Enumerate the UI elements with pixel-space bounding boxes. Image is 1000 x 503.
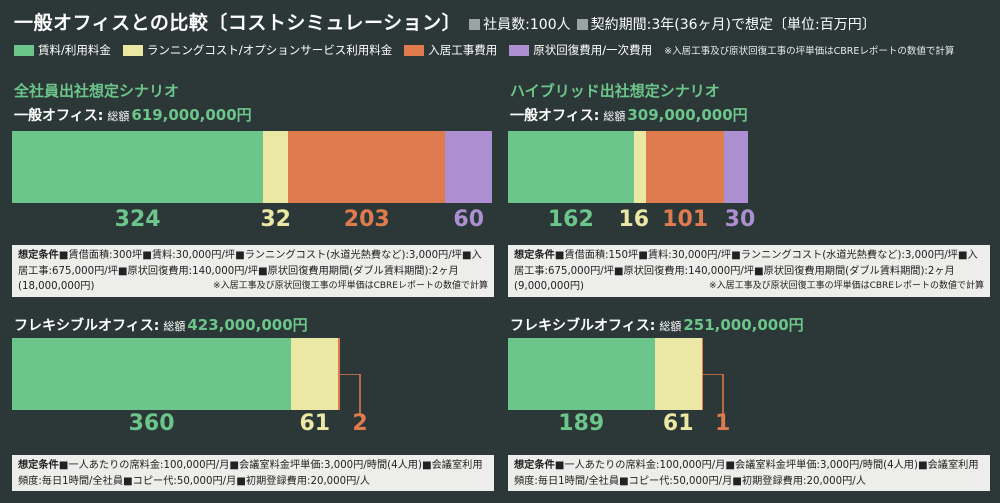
value-label-restoration: 60 xyxy=(453,207,485,232)
scenario-title-hybrid: ハイブリッド出社想定シナリオ xyxy=(510,82,720,100)
header: 一般オフィスとの比較〔コストシミュレーション〕 社員数:100人 契約期間:3年… xyxy=(14,8,876,35)
segment-construction xyxy=(338,338,340,410)
legend-item-rent: 賃料/利用料金 xyxy=(14,42,111,58)
bar-value-labels: 189 61 1 xyxy=(508,411,988,445)
segment-rent xyxy=(12,131,264,203)
stacked-bar-general-full xyxy=(12,131,492,203)
legend-swatch xyxy=(509,44,530,56)
segment-running xyxy=(633,131,647,203)
segment-rent xyxy=(508,131,634,203)
bar-value-labels: 162 16 101 30 xyxy=(508,207,755,237)
stacked-bar-general-hybrid xyxy=(508,131,748,203)
segment-construction xyxy=(701,338,703,410)
condition-box-flex-full: 想定条件■一人あたりの席料金:100,000円/月■会議室料金坪単価:3,000… xyxy=(12,455,494,491)
segment-rent xyxy=(12,338,292,410)
leader-line xyxy=(702,374,724,416)
segment-construction xyxy=(646,131,725,203)
value-label-restoration: 30 xyxy=(724,207,756,232)
segment-construction xyxy=(288,131,446,203)
page-title: 一般オフィスとの比較〔コストシミュレーション〕 xyxy=(14,12,462,34)
bar-value-labels: 324 32 203 60 xyxy=(12,207,492,237)
office-label-flex-hybrid: フレキシブルオフィス: 総額 251,000,000円 xyxy=(510,316,804,334)
stacked-bar-flex-hybrid xyxy=(508,338,703,410)
value-label-construction: 2 xyxy=(352,411,368,436)
total-value: 309,000,000円 xyxy=(627,106,748,124)
legend-swatch xyxy=(404,44,425,56)
bar-value-labels: 360 61 2 xyxy=(12,411,492,445)
value-label-rent: 162 xyxy=(547,207,594,232)
value-label-running: 32 xyxy=(260,207,291,232)
value-label-rent: 360 xyxy=(128,411,175,436)
condition-box-flex-hybrid: 想定条件■一人あたりの席料金:100,000円/月■会議室料金坪単価:3,000… xyxy=(508,455,990,491)
legend: 賃料/利用料金 ランニングコスト/オプションサービス利用料金 入居工事費用 原状… xyxy=(14,42,954,58)
condition-box-general-full: 想定条件■賃借面積:300坪■賃料:30,000円/坪■ランニングコスト(水道光… xyxy=(12,245,494,297)
legend-swatch xyxy=(14,44,34,56)
value-label-construction: 1 xyxy=(714,411,731,436)
segment-restoration xyxy=(724,131,748,203)
value-label-running: 61 xyxy=(299,411,331,436)
total-value: 251,000,000円 xyxy=(683,316,804,334)
header-meta: 社員数:100人 契約期間:3年(36ヶ月)で想定〔単位:百万円〕 xyxy=(469,14,876,34)
value-label-running: 61 xyxy=(662,411,694,436)
total-value: 423,000,000円 xyxy=(187,316,308,334)
condition-note: ※入居工事及び原状回復工事の坪単価はCBREレポートの数値で計算 xyxy=(709,281,984,291)
leader-line xyxy=(340,374,361,416)
condition-box-general-hybrid: 想定条件■賃借面積:150坪■賃料:30,000円/坪■ランニングコスト(水道光… xyxy=(508,245,990,297)
office-label-general-full: 一般オフィス: 総額 619,000,000円 xyxy=(14,106,252,124)
legend-item-running: ランニングコスト/オプションサービス利用料金 xyxy=(122,42,392,58)
office-label-flex-full: フレキシブルオフィス: 総額 423,000,000円 xyxy=(14,316,308,334)
segment-rent xyxy=(508,338,655,410)
stacked-bar-flex-full xyxy=(12,338,341,410)
segment-restoration xyxy=(445,131,492,203)
square-bullet-icon xyxy=(469,19,481,30)
square-bullet-icon xyxy=(576,19,588,30)
value-label-rent: 324 xyxy=(114,207,161,232)
employees-info: 社員数:100人 xyxy=(469,14,571,34)
segment-running xyxy=(263,131,289,203)
value-label-running: 16 xyxy=(618,207,650,232)
legend-note: ※入居工事及び原状回復工事の坪単価はCBREレポートの数値で計算 xyxy=(664,46,955,57)
condition-note: ※入居工事及び原状回復工事の坪単価はCBREレポートの数値で計算 xyxy=(213,281,488,291)
legend-item-construction: 入居工事費用 xyxy=(404,42,497,58)
value-label-rent: 189 xyxy=(558,411,605,436)
segment-running xyxy=(654,338,702,410)
scenario-title-full: 全社員出社想定シナリオ xyxy=(14,82,180,100)
legend-item-restoration: 原状回復費用/一次費用 xyxy=(509,42,652,58)
legend-swatch xyxy=(122,44,143,56)
contract-info: 契約期間:3年(36ヶ月)で想定〔単位:百万円〕 xyxy=(576,14,876,34)
total-value: 619,000,000円 xyxy=(131,106,252,124)
office-label-general-hybrid: 一般オフィス: 総額 309,000,000円 xyxy=(510,106,748,124)
value-label-construction: 203 xyxy=(343,207,390,232)
value-label-construction: 101 xyxy=(662,207,709,232)
segment-running xyxy=(291,338,339,410)
